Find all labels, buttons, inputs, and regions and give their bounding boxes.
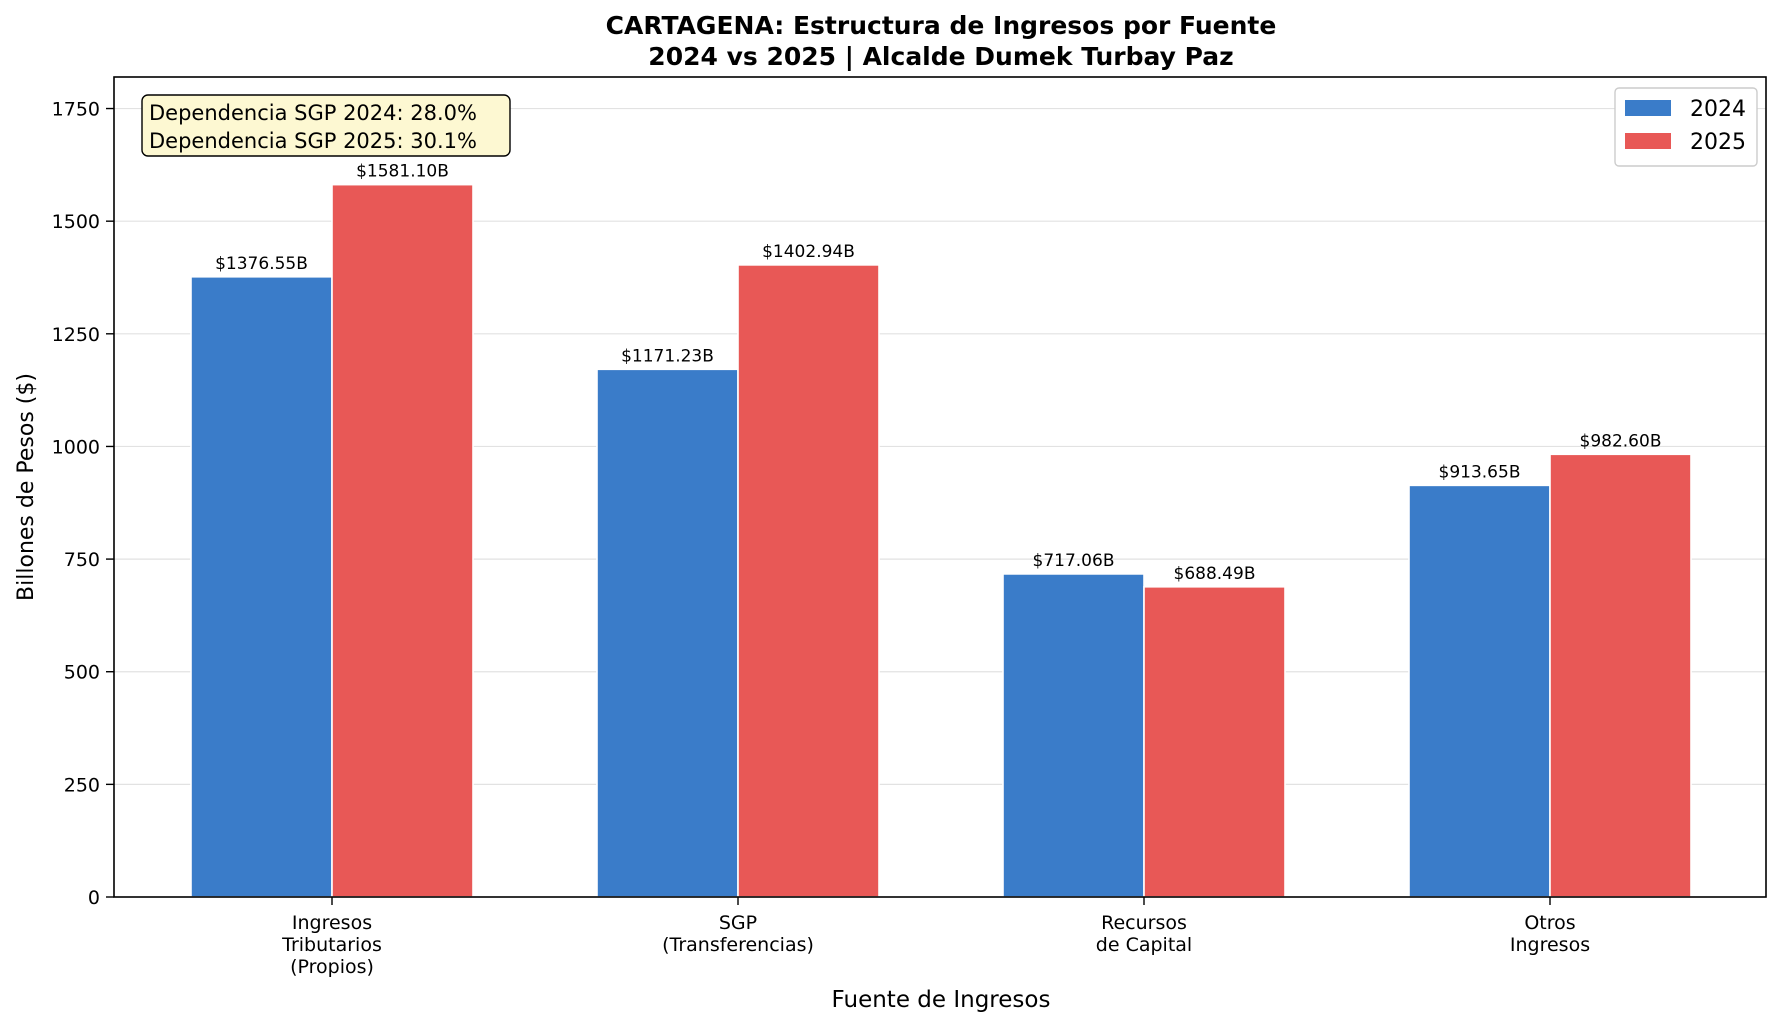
bar-value-labels: $1376.55B $1581.10B $1171.23B $1402.94B $717… xyxy=(215,162,1661,584)
x-axis-ticks: IngresosTributarios(Propios)SGP(Transfer… xyxy=(281,897,1590,978)
x-tick-label: (Propios) xyxy=(290,956,374,978)
x-tick-label: Otros xyxy=(1524,912,1575,934)
annotation-box xyxy=(141,94,511,157)
x-tick-label: Tributarios xyxy=(281,934,382,956)
bar-2025 xyxy=(331,183,474,898)
y-axis-ticks: 0 250 500 750 1000 1250 1500 1750 xyxy=(52,99,114,909)
bar-2025 xyxy=(1143,586,1286,898)
annotation-line: Dependencia SGP 2025: 30.1% xyxy=(149,129,477,153)
annotation-line: Dependencia SGP 2024: 28.0% xyxy=(149,101,477,125)
bar-value-label: $1581.10B xyxy=(356,162,449,182)
x-tick-label: Recursos xyxy=(1101,912,1187,934)
x-tick-label: SGP xyxy=(719,912,757,934)
x-tick-label: Ingresos xyxy=(1510,934,1590,956)
bars xyxy=(190,183,1692,898)
sgp-dependency-annotation: Dependencia SGP 2024: 28.0% Dependencia S… xyxy=(141,94,511,157)
bar-value-label: $1376.55B xyxy=(215,254,308,274)
y-tick-label: 1000 xyxy=(52,436,100,458)
legend-label: 2025 xyxy=(1690,130,1746,155)
y-tick-label: 0 xyxy=(88,887,100,909)
bar-2025 xyxy=(1549,453,1692,898)
bar-2025 xyxy=(737,264,880,898)
chart-title-line2: 2024 vs 2025 | Alcalde Dumek Turbay Paz xyxy=(648,42,1233,71)
y-tick-label: 1500 xyxy=(52,211,100,233)
x-tick-label: de Capital xyxy=(1096,934,1192,956)
bar-value-label: $982.60B xyxy=(1580,431,1662,451)
y-tick-label: 1250 xyxy=(52,324,100,346)
legend-swatch-2024 xyxy=(1625,100,1671,116)
bar-value-label: $1171.23B xyxy=(621,346,714,366)
chart-title-line1: CARTAGENA: Estructura de Ingresos por Fu… xyxy=(606,11,1277,40)
y-tick-label: 500 xyxy=(64,662,100,684)
bar-2024 xyxy=(1408,484,1551,898)
y-tick-label: 1750 xyxy=(52,99,100,121)
legend: 2024 2025 xyxy=(1614,87,1758,167)
bar-value-label: $913.65B xyxy=(1439,462,1521,482)
bar-value-label: $688.49B xyxy=(1174,564,1256,584)
x-tick-label: (Transferencias) xyxy=(662,934,814,956)
y-tick-label: 250 xyxy=(64,774,100,796)
legend-swatch-2025 xyxy=(1625,133,1671,149)
bar-2024 xyxy=(1002,573,1145,898)
bar-value-label: $1402.94B xyxy=(762,242,855,262)
x-tick-label: Ingresos xyxy=(292,912,372,934)
plot-frame xyxy=(113,76,1767,898)
legend-label: 2024 xyxy=(1690,97,1746,122)
y-tick-label: 750 xyxy=(64,549,100,571)
bar-value-label: $717.06B xyxy=(1033,551,1115,571)
bar-2024 xyxy=(190,275,333,898)
x-axis-label: Fuente de Ingresos xyxy=(832,987,1051,1013)
y-axis-label: Billones de Pesos ($) xyxy=(14,373,39,601)
bar-2024 xyxy=(596,368,739,898)
